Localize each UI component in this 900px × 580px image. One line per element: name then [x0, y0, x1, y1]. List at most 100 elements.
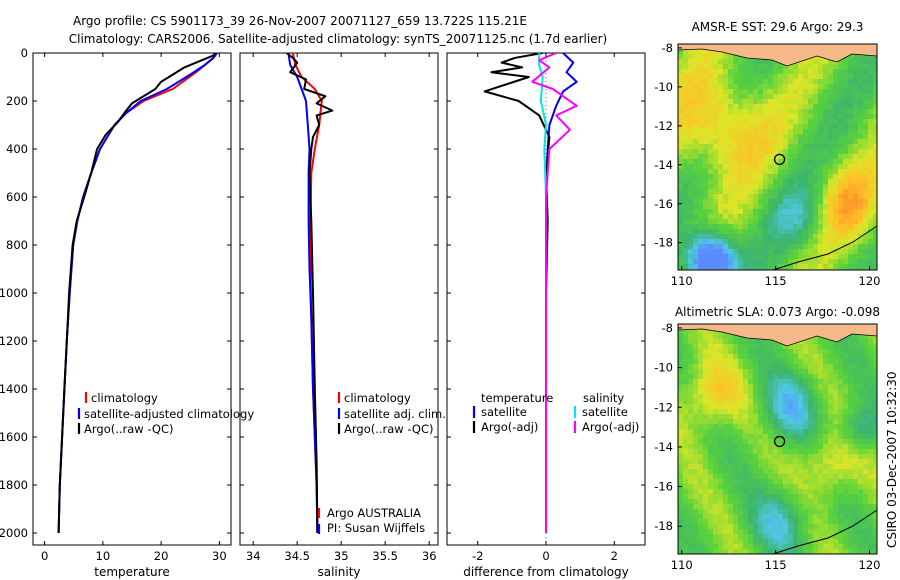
heatmap-cell: [808, 364, 814, 370]
heatmap-cell: [873, 199, 877, 205]
heatmap-cell: [823, 179, 829, 185]
heatmap-cell: [743, 424, 749, 430]
heatmap-cell: [698, 424, 704, 430]
heatmap-cell: [778, 119, 784, 125]
heatmap-cell: [713, 449, 719, 455]
heatmap-cell: [868, 164, 874, 170]
heatmap-cell: [683, 534, 689, 540]
heatmap-cell: [778, 344, 784, 350]
heatmap-cell: [733, 419, 739, 425]
heatmap-cell: [828, 544, 834, 550]
heatmap-cell: [828, 344, 834, 350]
heatmap-cell: [848, 479, 854, 485]
heatmap-cell: [773, 464, 779, 470]
heatmap-cell: [763, 404, 769, 410]
heatmap-cell: [808, 164, 814, 170]
heatmap-cell: [798, 99, 804, 105]
heatmap-cell: [828, 449, 834, 455]
heatmap-cell: [723, 484, 729, 490]
heatmap-cell: [693, 169, 699, 175]
heatmap-cell: [853, 494, 859, 500]
heatmap-cell: [818, 104, 824, 110]
heatmap-cell: [753, 199, 759, 205]
heatmap-cell: [838, 544, 844, 550]
heatmap-cell: [798, 254, 804, 260]
heatmap-cell: [698, 419, 704, 425]
heatmap-cell: [703, 69, 709, 75]
heatmap-cell: [718, 434, 724, 440]
heatmap-cell: [693, 449, 699, 455]
heatmap-cell: [793, 469, 799, 475]
heatmap-cell: [843, 64, 849, 70]
heatmap-cell: [843, 174, 849, 180]
heatmap-cell: [853, 444, 859, 450]
heatmap-cell: [688, 99, 694, 105]
heatmap-cell: [808, 59, 814, 65]
heatmap-cell: [823, 109, 829, 115]
heatmap-cell: [728, 529, 734, 535]
heatmap-cell: [738, 59, 744, 65]
heatmap-cell: [813, 64, 819, 70]
heatmap-cell: [803, 509, 809, 515]
heatmap-cell: [723, 119, 729, 125]
heatmap-cell: [713, 399, 719, 405]
heatmap-cell: [703, 54, 709, 60]
heatmap-cell: [678, 489, 684, 495]
heatmap-cell: [853, 534, 859, 540]
heatmap-cell: [848, 539, 854, 545]
heatmap-cell: [723, 474, 729, 480]
heatmap-cell: [683, 189, 689, 195]
heatmap-cell: [678, 454, 684, 460]
heatmap-cell: [738, 369, 744, 375]
heatmap-cell: [813, 544, 819, 550]
heatmap-cell: [838, 109, 844, 115]
heatmap-cell: [733, 549, 739, 554]
heatmap-cell: [728, 479, 734, 485]
heatmap-cell: [693, 229, 699, 235]
heatmap-cell: [768, 69, 774, 75]
heatmap-cell: [768, 219, 774, 225]
heatmap-cell: [793, 134, 799, 140]
y-tick-label: -16: [654, 480, 673, 494]
heatmap-cell: [728, 384, 734, 390]
heatmap-cell: [763, 409, 769, 415]
heatmap-cell: [843, 444, 849, 450]
heatmap-cell: [793, 264, 799, 270]
heatmap-cell: [848, 189, 854, 195]
heatmap-cell: [728, 359, 734, 365]
heatmap-cell: [748, 494, 754, 500]
heatmap-cell: [758, 199, 764, 205]
heatmap-cell: [678, 69, 684, 75]
heatmap-cell: [758, 404, 764, 410]
heatmap-cell: [743, 534, 749, 540]
heatmap-cell: [793, 499, 799, 505]
heatmap-cell: [843, 259, 849, 265]
heatmap-cell: [838, 69, 844, 75]
heatmap-cell: [838, 434, 844, 440]
heatmap-cell: [763, 179, 769, 185]
heatmap-cell: [793, 349, 799, 355]
heatmap-cell: [873, 164, 877, 170]
heatmap-cell: [853, 194, 859, 200]
heatmap-cell: [718, 174, 724, 180]
heatmap-cell: [758, 84, 764, 90]
heatmap-cell: [823, 354, 829, 360]
heatmap-cell: [813, 509, 819, 515]
heatmap-cell: [683, 364, 689, 370]
heatmap-cell: [713, 529, 719, 535]
heatmap-cell: [818, 64, 824, 70]
heatmap-cell: [813, 444, 819, 450]
heatmap-cell: [708, 359, 714, 365]
heatmap-cell: [838, 189, 844, 195]
heatmap-cell: [688, 219, 694, 225]
heatmap-cell: [868, 529, 874, 535]
heatmap-cell: [708, 469, 714, 475]
heatmap-cell: [733, 339, 739, 345]
heatmap-cell: [738, 354, 744, 360]
heatmap-cell: [753, 349, 759, 355]
y-tick-label: -12: [654, 119, 673, 133]
heatmap-cell: [793, 434, 799, 440]
heatmap-cell: [713, 484, 719, 490]
heatmap-cell: [793, 484, 799, 490]
heatmap-cell: [813, 79, 819, 85]
